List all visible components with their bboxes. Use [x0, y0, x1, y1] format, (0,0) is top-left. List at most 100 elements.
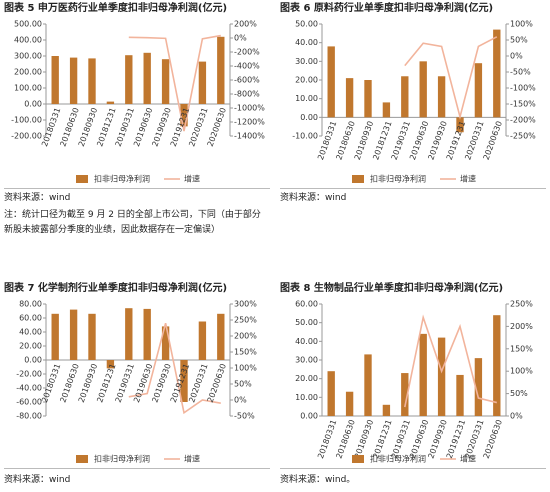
y-tick-label: 10.00 — [295, 393, 318, 402]
bar — [217, 313, 225, 360]
y-tick-label: 400.00 — [14, 36, 42, 45]
x-tick-label: 20200630 — [206, 362, 228, 403]
y2-tick-label: -200% — [510, 116, 536, 125]
y2-tick-label: -400% — [234, 62, 260, 71]
y2-tick-label: -600% — [234, 76, 260, 85]
note-line: 新股未披露部分季度的业绩，因此数据存在一定偏误） — [4, 225, 221, 235]
legend-label: 增速 — [460, 454, 476, 464]
source: 资料来源：wind — [4, 475, 71, 485]
bar — [345, 391, 354, 416]
y2-tick-label: 100% — [234, 364, 257, 373]
bar — [493, 29, 501, 118]
y2-tick-label: 50% — [510, 36, 528, 45]
bar — [456, 374, 464, 416]
bar — [161, 326, 170, 360]
x-tick-label: 20200630 — [482, 418, 504, 459]
bar — [493, 315, 501, 416]
legend-label: 扣非归母净利润 — [94, 454, 150, 464]
bar — [106, 101, 115, 104]
y-tick-label: -60.00 — [16, 398, 42, 407]
y-tick-label: 20.00 — [295, 374, 318, 383]
y2-tick-label: -250% — [510, 132, 536, 141]
legend-label: 扣非归母净利润 — [94, 174, 150, 184]
chart-title: 图表 8 生物制品行业单季度扣非归母净利润(亿元) — [280, 283, 504, 294]
bar — [51, 56, 59, 104]
y-tick-label: 40.00 — [295, 337, 318, 346]
y2-tick-label: 200% — [234, 20, 257, 29]
legend-label: 增速 — [184, 454, 200, 464]
y-tick-label: 0.00 — [24, 356, 42, 365]
y2-tick-label: 0% — [234, 396, 247, 405]
bar — [382, 404, 391, 416]
chart-title: 图表 5 申万医药行业单季度扣非归母净利润(亿元) — [4, 3, 228, 14]
bar — [345, 78, 354, 118]
bar — [419, 333, 427, 416]
y2-tick-label: -800% — [234, 90, 260, 99]
growth-line — [128, 322, 221, 415]
bar — [69, 309, 78, 360]
y-tick-label: 60.00 — [295, 300, 318, 309]
y2-tick-label: -1400% — [234, 132, 265, 141]
bar — [382, 102, 391, 118]
bar — [69, 57, 78, 104]
bar — [143, 308, 151, 360]
note: 注：统计口径为截至 9 月 2 日的全部上市公司，下同（由于部分 新股未披露部分… — [4, 208, 261, 238]
bar — [51, 313, 59, 360]
y-tick-label: 200.00 — [14, 68, 42, 77]
x-tick-label: 20200630 — [482, 120, 504, 161]
bar — [88, 313, 96, 360]
bar — [161, 59, 170, 104]
bar — [143, 52, 151, 104]
bar — [437, 76, 446, 118]
chart: -200.00 -100.00 0.00 100.00 200.00 300.00 400.… — [4, 20, 270, 189]
y2-tick-label: 50% — [234, 380, 252, 389]
chart-title: 图表 6 原料药行业单季度扣非归母净利润(亿元) — [280, 3, 494, 14]
y-tick-label: 10.00 — [295, 94, 318, 103]
legend-label: 增速 — [184, 174, 200, 184]
note-line: 注：统计口径为截至 9 月 2 日的全部上市公司，下同（由于部分 — [4, 210, 261, 220]
bar — [106, 360, 115, 369]
source: 资料来源：wind — [280, 193, 347, 203]
growth-line — [404, 314, 497, 408]
y-tick-label: 50.00 — [295, 20, 318, 29]
bar — [180, 360, 188, 402]
chart-panel: 图表 7 化学制剂行业单季度扣非归母净利润(亿元) -80.00 -60.00 -4… — [4, 282, 270, 469]
y2-tick-label: 300% — [234, 300, 257, 309]
bar — [364, 80, 372, 118]
bar — [327, 46, 335, 118]
bar — [456, 117, 464, 133]
bar — [198, 61, 207, 104]
bar — [125, 55, 133, 104]
y2-tick-label: 200% — [234, 332, 257, 341]
chart-title: 图表 7 化学制剂行业单季度扣非归母净利润(亿元) — [4, 283, 228, 294]
y-tick-label: 40.00 — [19, 328, 42, 337]
y-tick-label: 100.00 — [14, 84, 42, 93]
y2-tick-label: -1200% — [234, 118, 265, 127]
bar — [327, 371, 335, 416]
chart-panel: 图表 5 申万医药行业单季度扣非归母净利润(亿元) -200.00 -100.00… — [4, 2, 270, 189]
y-tick-label: 20.00 — [19, 342, 42, 351]
y-tick-label: -200.00 — [11, 132, 42, 141]
y-tick-label: 0.00 — [300, 412, 318, 421]
y-tick-label: 30.00 — [295, 356, 318, 365]
chart: -80.00 -60.00 -40.00 -20.00 0.00 20.00 40.00 60… — [4, 300, 270, 469]
bar — [401, 373, 409, 416]
source: 资料来源：wind。 — [280, 475, 356, 485]
chart-panel: 图表 8 生物制品行业单季度扣非归母净利润(亿元) 0.00 10.00 20.00… — [280, 282, 546, 469]
y-tick-label: 50.00 — [295, 318, 318, 327]
y2-tick-label: -150% — [510, 100, 536, 109]
chart-panel: 图表 6 原料药行业单季度扣非归母净利润(亿元) -10.00 0.00 10.00… — [280, 2, 546, 189]
legend-label: 扣非归母净利润 — [370, 174, 426, 184]
y-tick-label: 40.00 — [295, 38, 318, 47]
legend-label: 扣非归母净利润 — [370, 454, 426, 464]
bar — [401, 76, 409, 118]
y2-tick-label: 250% — [234, 316, 257, 325]
chart: -10.00 0.00 10.00 20.00 30.00 40.00 50.00 -250%… — [280, 20, 546, 189]
y-tick-label: -20.00 — [16, 370, 42, 379]
y-tick-label: 80.00 — [19, 300, 42, 309]
y2-tick-label: 150% — [234, 348, 257, 357]
source: 资料来源：wind — [4, 193, 71, 203]
y2-tick-label: 250% — [510, 300, 533, 309]
bar — [88, 58, 96, 104]
bar — [474, 358, 483, 416]
